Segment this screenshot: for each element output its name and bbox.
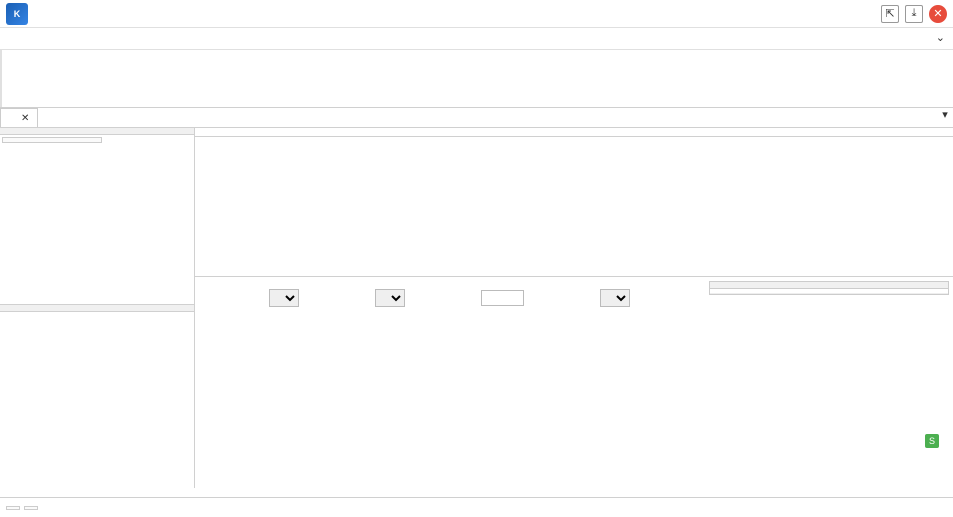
sequence-panel-title	[0, 128, 194, 135]
loop-select[interactable]	[375, 289, 405, 307]
count-input[interactable]	[481, 290, 524, 306]
close-button[interactable]: ✕	[929, 5, 947, 23]
ime-icon[interactable]: S	[925, 434, 939, 448]
template-panel-title	[0, 305, 194, 312]
document-tab[interactable]: ✕	[0, 108, 38, 127]
limits-panel	[709, 281, 949, 295]
menubar: ⌄	[0, 28, 953, 50]
menu-expand-icon[interactable]: ⌄	[936, 31, 945, 44]
popout-button[interactable]: ⇱	[881, 5, 899, 23]
minimize-button[interactable]: ⤓	[905, 5, 923, 23]
brand-logo-icon: K	[6, 3, 28, 25]
status-bar	[0, 497, 953, 517]
step-type-select[interactable]	[269, 289, 299, 307]
close-tab-icon[interactable]: ✕	[21, 113, 29, 124]
fail-select[interactable]	[600, 289, 630, 307]
sequence-header	[2, 137, 102, 143]
tab-dropdown-icon[interactable]: ▾	[937, 108, 953, 127]
ime-indicator: S	[925, 434, 947, 448]
limits-title	[710, 282, 948, 289]
